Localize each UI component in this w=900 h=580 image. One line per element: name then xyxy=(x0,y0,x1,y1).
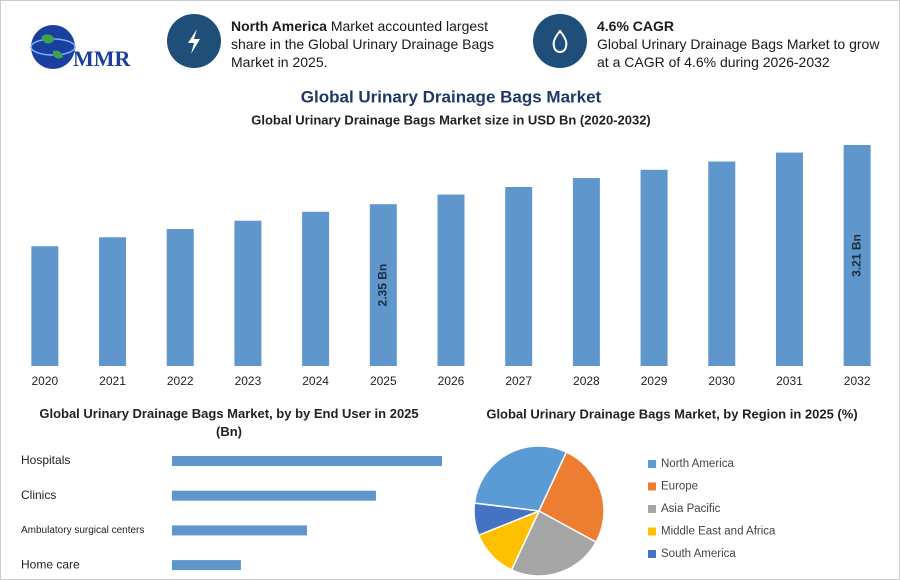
x-tick-label: 2021 xyxy=(99,374,126,388)
info-highlight: 4.6% CAGR xyxy=(597,18,675,34)
info-text: Market accounted largest share in the Gl… xyxy=(231,18,495,70)
legend-swatch xyxy=(648,460,656,468)
x-tick-label: 2026 xyxy=(438,374,465,388)
bar xyxy=(31,246,59,366)
info-text: Global Urinary Drainage Bags Market to g… xyxy=(597,36,880,70)
bar xyxy=(234,220,262,366)
info-block: 4.6% CAGR Global Urinary Drainage Bags Ma… xyxy=(597,17,887,71)
x-tick-label: 2031 xyxy=(776,374,803,388)
x-tick-label: 2022 xyxy=(167,374,194,388)
x-tick-label: 2028 xyxy=(573,374,600,388)
bar xyxy=(640,169,668,366)
bar xyxy=(505,186,533,366)
chart-title: Global Urinary Drainage Bags Market, by … xyxy=(39,406,418,439)
y-tick-label: Hospitals xyxy=(21,453,70,467)
pie-slice xyxy=(473,445,568,512)
x-tick-label: 2027 xyxy=(505,374,532,388)
bar xyxy=(572,178,600,366)
icon xyxy=(533,14,587,68)
legend-swatch xyxy=(648,550,656,558)
bar xyxy=(843,145,871,366)
pie-slice xyxy=(473,502,540,537)
legend-swatch xyxy=(648,482,656,491)
bar xyxy=(172,490,376,501)
x-tick-label: 2020 xyxy=(31,374,58,388)
bar xyxy=(708,161,736,366)
icon-glyph xyxy=(188,29,200,54)
chart-subtitle: Global Urinary Drainage Bags Market size… xyxy=(251,112,651,127)
legend-swatch xyxy=(648,505,656,513)
bar xyxy=(369,204,397,366)
bar xyxy=(302,211,330,366)
logo: MMR xyxy=(30,25,132,71)
chart-title: Global Urinary Drainage Bags Market xyxy=(301,87,602,106)
legend-label: Europe xyxy=(661,481,698,493)
y-tick-label: Clinics xyxy=(21,488,56,502)
pie-slice xyxy=(510,509,598,577)
bar xyxy=(166,228,194,366)
x-tick-label: 2025 xyxy=(370,374,397,388)
x-tick-label: 2024 xyxy=(302,374,329,388)
info-block: North America Market accounted largest s… xyxy=(231,17,511,71)
legend-label: South America xyxy=(661,548,736,560)
x-tick-label: 2030 xyxy=(708,374,735,388)
legend-label: North America xyxy=(661,458,734,470)
bar xyxy=(99,237,127,366)
x-tick-label: 2023 xyxy=(235,374,262,388)
bar xyxy=(172,456,442,466)
y-tick-label: Home care xyxy=(21,557,80,571)
x-tick-label: 2032 xyxy=(844,374,871,388)
info-highlight: North America xyxy=(231,18,327,34)
legend-label: Asia Pacific xyxy=(661,503,721,515)
bar xyxy=(775,152,803,366)
legend-label: Middle East and Africa xyxy=(661,526,776,538)
y-tick-label: Ambulatory surgical centers xyxy=(21,525,144,536)
chart-title: Global Urinary Drainage Bags Market, by … xyxy=(486,406,857,421)
value-label: 3.21 Bn xyxy=(849,234,863,277)
bar xyxy=(437,194,465,366)
legend-swatch xyxy=(648,527,656,536)
logo-text: MMR xyxy=(73,46,132,71)
bar xyxy=(172,525,307,536)
icon-glyph xyxy=(552,29,568,53)
bar xyxy=(172,560,241,571)
value-label: 2.35 Bn xyxy=(375,264,389,307)
x-tick-label: 2029 xyxy=(641,374,668,388)
